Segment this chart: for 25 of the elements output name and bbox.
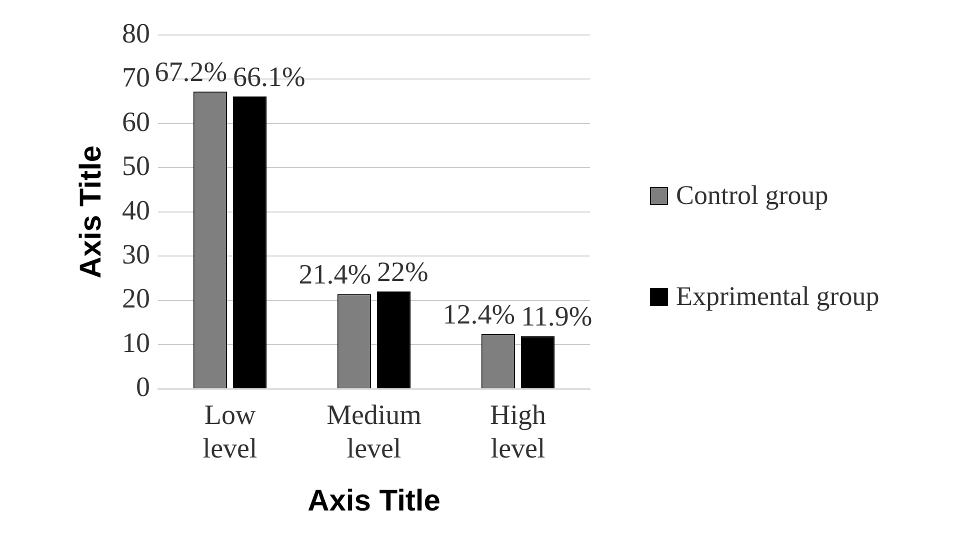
x-tick-label: Low level [202,400,258,465]
legend-label: Exprimental group [676,281,880,312]
y-tick-label: 0 [136,372,150,404]
y-tick-label: 60 [122,106,150,138]
data-label: 22% [376,256,428,288]
data-label: 21.4% [298,260,372,291]
y-tick-label: 40 [122,195,150,226]
data-label: 66.1% [232,62,306,93]
y-tick-label: 70 [122,62,150,94]
data-label: 11.9% [520,302,592,333]
bar [232,96,267,388]
y-tick-label: 30 [122,239,150,270]
y-tick-label: 20 [122,284,150,315]
x-tick-label: Medium level [326,400,422,465]
y-tick-label: 50 [122,151,150,182]
x-tick-label: High level [490,400,546,465]
y-axis-title: Axis Title [74,145,108,278]
y-tick-label: 80 [122,18,150,50]
bar [376,292,411,388]
y-tick-label: 10 [122,328,150,359]
x-axis-title: Axis Title [308,484,440,518]
data-label: 12.4% [442,299,516,330]
data-label: 67.2% [154,56,228,88]
legend-label: Control group [676,180,828,211]
bar [520,336,555,388]
